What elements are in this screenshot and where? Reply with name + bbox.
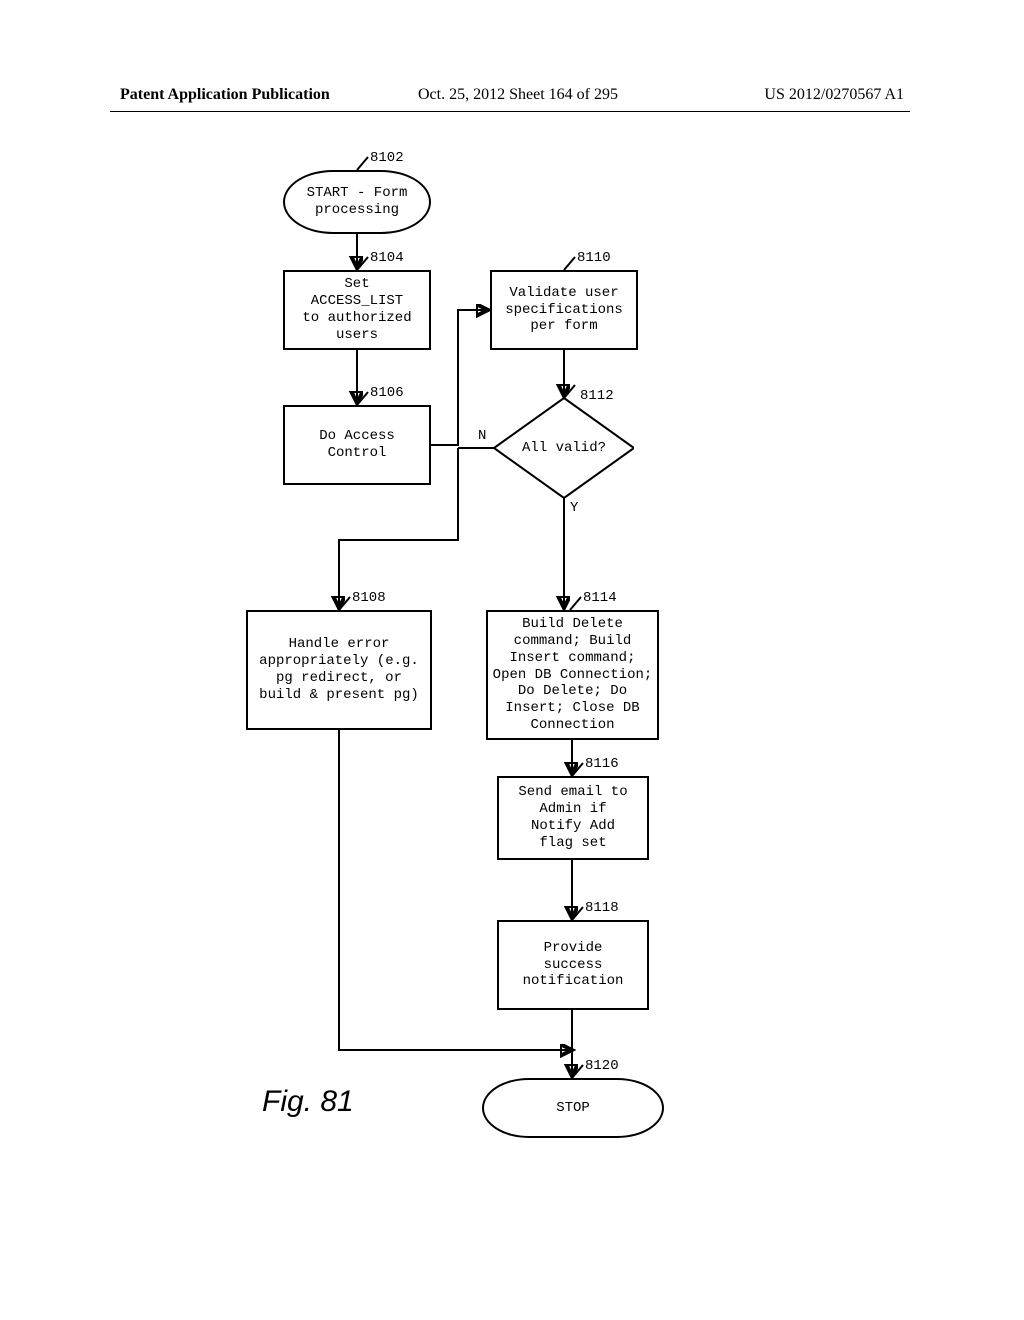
ref-8112: 8112 [580,388,614,404]
label-N: N [478,428,486,444]
ref-8102: 8102 [370,150,404,166]
text-8110: Validate user specifications per form [505,285,623,335]
diamond-8112: All valid? [494,398,634,498]
header-right: US 2012/0270567 A1 [764,86,904,104]
header-center: Oct. 25, 2012 Sheet 164 of 295 [418,86,618,104]
stop-text: STOP [556,1100,590,1117]
ref-8120: 8120 [585,1058,619,1074]
text-8116: Send email to Admin if Notify Add flag s… [518,784,627,851]
stop-terminator: STOP [482,1078,664,1138]
ref-8114: 8114 [583,590,617,606]
label-Y: Y [570,500,578,516]
box-8108: Handle error appropriately (e.g. pg redi… [246,610,432,730]
ref-8118: 8118 [585,900,619,916]
ref-8116: 8116 [585,756,619,772]
text-8104: Set ACCESS_LIST to authorized users [302,276,411,343]
text-8108: Handle error appropriately (e.g. pg redi… [259,636,419,703]
text-8112: All valid? [522,440,606,456]
ref-8110: 8110 [577,250,611,266]
header-left: Patent Application Publication [120,86,330,104]
box-8114: Build Delete command; Build Insert comma… [486,610,659,740]
figure-label: Fig. 81 [262,1085,354,1119]
box-8106: Do Access Control [283,405,431,485]
box-8104: Set ACCESS_LIST to authorized users [283,270,431,350]
page: Patent Application Publication Oct. 25, … [0,0,1024,1320]
start-terminator: START - Form processing [283,170,431,234]
ref-8108: 8108 [352,590,386,606]
box-8118: Provide success notification [497,920,649,1010]
ref-8104: 8104 [370,250,404,266]
text-8106: Do Access Control [319,428,395,462]
box-8116: Send email to Admin if Notify Add flag s… [497,776,649,860]
box-8110: Validate user specifications per form [490,270,638,350]
start-text: START - Form processing [307,185,408,219]
text-8114: Build Delete command; Build Insert comma… [493,616,653,734]
text-8118: Provide success notification [523,940,624,990]
header-rule [110,111,910,112]
ref-8106: 8106 [370,385,404,401]
